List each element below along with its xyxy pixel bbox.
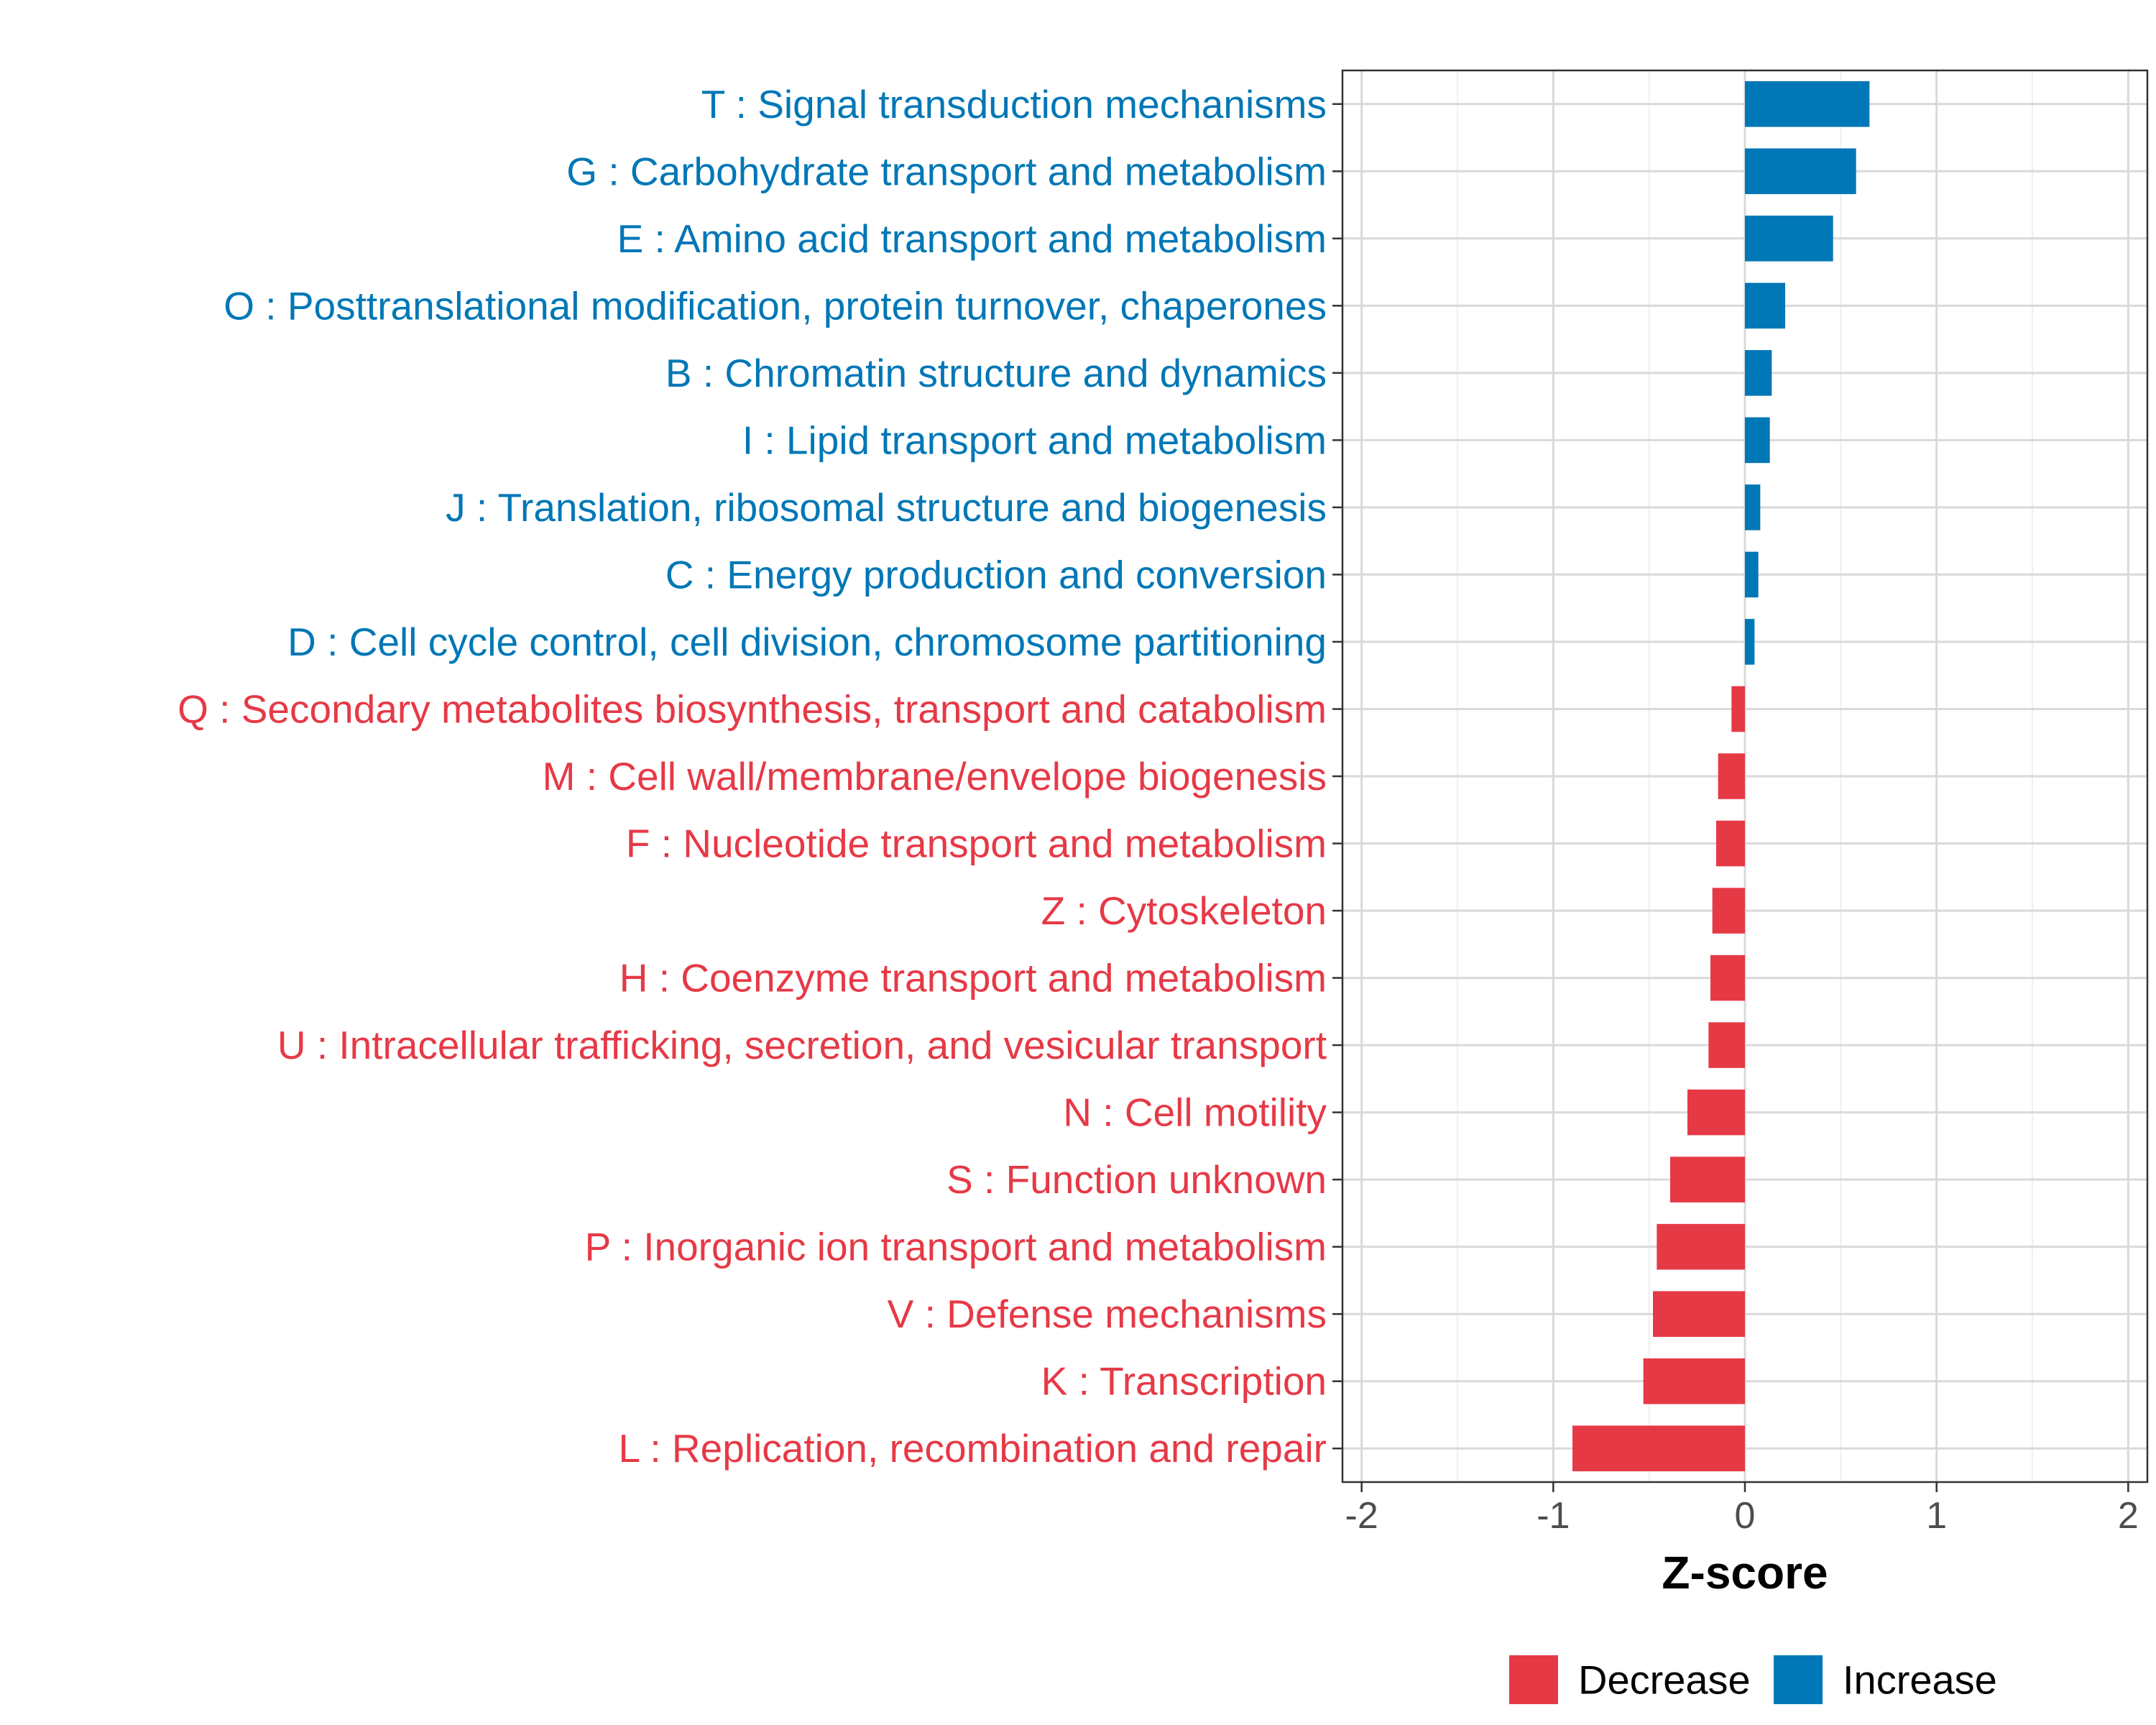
category-label: G : Carbohydrate transport and metabolis…	[566, 149, 1327, 193]
x-tick-label: -2	[1345, 1495, 1378, 1537]
bar	[1572, 1425, 1745, 1472]
legend: Decrease Increase	[1509, 1655, 1997, 1704]
category-label: E : Amino acid transport and metabolism	[617, 216, 1327, 261]
category-label: O : Posttranslational modification, prot…	[224, 283, 1327, 328]
category-label: D : Cell cycle control, cell division, c…	[287, 620, 1327, 664]
category-label: J : Translation, ribosomal structure and…	[446, 485, 1327, 530]
bar	[1716, 820, 1745, 867]
bar	[1745, 619, 1755, 665]
bar	[1643, 1358, 1745, 1404]
bar	[1745, 148, 1856, 195]
legend-swatch-increase	[1774, 1655, 1823, 1704]
category-label: L : Replication, recombination and repai…	[619, 1426, 1327, 1471]
bar	[1657, 1223, 1745, 1270]
bar	[1670, 1156, 1745, 1202]
bar	[1745, 282, 1785, 329]
legend-swatch-decrease	[1509, 1655, 1558, 1704]
x-tick-label: -1	[1537, 1495, 1570, 1537]
bar	[1745, 551, 1759, 598]
category-label: B : Chromatin structure and dynamics	[665, 351, 1327, 395]
x-tick-label: 2	[2118, 1495, 2139, 1537]
category-label: I : Lipid transport and metabolism	[742, 418, 1327, 462]
category-label: Q : Secondary metabolites biosynthesis, …	[178, 686, 1327, 731]
category-label: C : Energy production and conversion	[665, 552, 1327, 597]
bar	[1710, 954, 1745, 1001]
bar	[1718, 753, 1745, 799]
bar	[1745, 216, 1833, 262]
category-label: P : Inorganic ion transport and metaboli…	[585, 1225, 1327, 1269]
category-label: T : Signal transduction mechanisms	[701, 82, 1327, 126]
y-axis: T : Signal transduction mechanisms G : Ca…	[178, 82, 1342, 1471]
category-label: V : Defense mechanisms	[888, 1292, 1327, 1336]
category-label: F : Nucleotide transport and metabolism	[626, 822, 1327, 866]
category-label: S : Function unknown	[946, 1157, 1327, 1202]
category-label: M : Cell wall/membrane/envelope biogenes…	[543, 754, 1327, 799]
x-tick-label: 1	[1926, 1495, 1947, 1537]
bar	[1745, 350, 1772, 396]
bar	[1731, 686, 1745, 732]
category-label: U : Intracellular trafficking, secretion…	[277, 1023, 1327, 1067]
category-label: Z : Cytoskeleton	[1041, 888, 1327, 933]
bars	[1572, 80, 1870, 1472]
bar	[1712, 888, 1745, 934]
bar	[1745, 417, 1770, 464]
category-label: K : Transcription	[1041, 1359, 1327, 1404]
bar	[1745, 484, 1761, 530]
x-tick-label: 0	[1735, 1495, 1756, 1537]
x-axis-title: Z-score	[1662, 1547, 1828, 1598]
bar	[1745, 80, 1870, 127]
category-label: N : Cell motility	[1063, 1090, 1327, 1135]
bar	[1687, 1089, 1745, 1136]
legend-label-increase: Increase	[1843, 1657, 1997, 1703]
bar	[1708, 1022, 1745, 1068]
x-axis: -2 -1 0 1 2	[1345, 1482, 2139, 1537]
legend-label-decrease: Decrease	[1578, 1657, 1751, 1703]
category-label: H : Coenzyme transport and metabolism	[619, 956, 1327, 1000]
bar	[1653, 1291, 1745, 1337]
